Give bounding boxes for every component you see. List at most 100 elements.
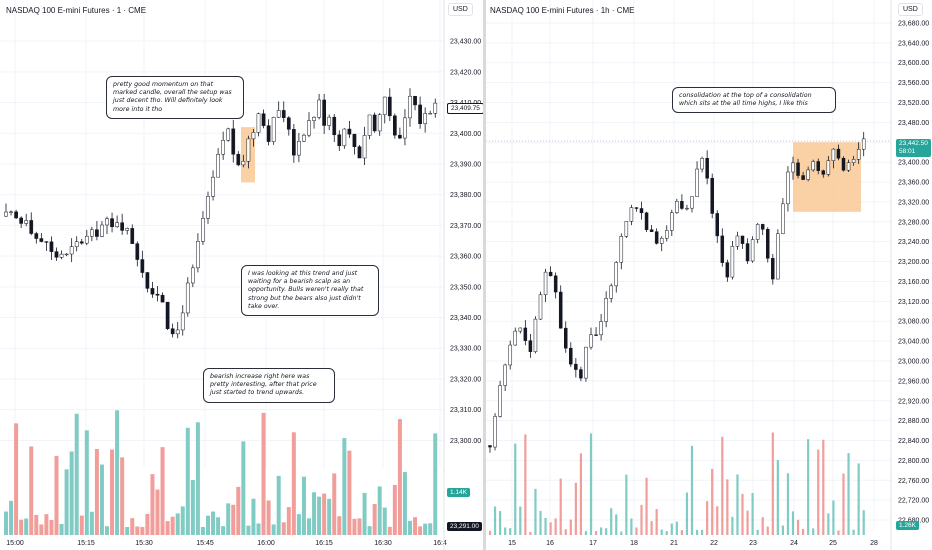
volume-bar [291, 432, 296, 535]
volume-bar [554, 518, 557, 535]
volume-bar [246, 525, 251, 535]
candle-up [403, 117, 407, 139]
candle-down [140, 259, 145, 273]
y-tick-label: 23,080.00 [898, 319, 929, 326]
volume-bar [120, 457, 125, 535]
candle-up [191, 267, 195, 284]
volume-bar [857, 463, 860, 535]
volume-bar [534, 488, 537, 535]
volume-bar [271, 524, 276, 535]
candle-down [281, 110, 286, 118]
volume-bar [640, 504, 643, 535]
volume-bar [231, 504, 236, 535]
candle-down [594, 334, 598, 336]
right-chart-pane[interactable]: 23,680.00 23,640.00 23,600.00 23,560.00 23,5… [486, 0, 932, 550]
candle-up [609, 285, 613, 299]
candle-down [286, 117, 291, 130]
right-chart-svg[interactable]: 23,680.00 23,640.00 23,600.00 23,560.00 23,5… [486, 0, 932, 550]
candle-down [79, 241, 84, 244]
x-tick-label: 16:00 [257, 540, 275, 547]
left-currency-button[interactable]: USD [448, 3, 473, 16]
candle-down [841, 157, 846, 171]
volume-bar [605, 528, 608, 535]
volume-bar [190, 480, 195, 535]
y-tick-label: 23,350.00 [450, 284, 481, 291]
right-note-consolidation[interactable]: consolidation at the top of a consolidat… [672, 87, 836, 114]
candle-up [629, 207, 634, 222]
pane-divider[interactable] [483, 0, 486, 550]
volume-bar [352, 518, 357, 535]
candle-up [216, 154, 220, 178]
volume-bar [64, 469, 69, 535]
candle-down [231, 128, 236, 155]
volume-bar [286, 507, 291, 535]
volume-bar [408, 520, 412, 535]
x-tick-label: 22 [710, 540, 718, 547]
volume-bar [402, 472, 407, 535]
candle-up [201, 218, 205, 242]
right-currency-button[interactable]: USD [898, 3, 923, 16]
volume-bar [236, 486, 241, 535]
candle-up [811, 161, 815, 171]
y-tick-label: 23,280.00 [898, 219, 929, 226]
candle-up [750, 239, 755, 262]
y-tick-label: 23,200.00 [898, 259, 929, 266]
candle-up [256, 113, 261, 133]
left-note-bearish[interactable]: bearish increase right here was pretty i… [203, 368, 335, 403]
candle-up [84, 235, 89, 244]
volume-bar [862, 510, 865, 535]
candle-up [367, 114, 372, 136]
volume-bar [746, 510, 749, 535]
volume-bar [670, 523, 673, 535]
left-chart-pane[interactable]: 23,430.0023,420.0023,410.0023,400.0023,3… [0, 0, 484, 550]
volume-bar [756, 529, 759, 535]
volume-bar [827, 513, 830, 535]
y-tick-label: 22,880.00 [898, 418, 929, 425]
left-note-trend[interactable]: I was looking at this trend and just wai… [241, 265, 379, 316]
volume-bar [615, 514, 618, 535]
volume-bar [509, 528, 512, 535]
volume-bar [195, 422, 200, 535]
volume-bar [332, 473, 337, 535]
volume-bar [499, 511, 502, 535]
volume-bar [89, 511, 94, 535]
right-countdown: 58:01 [899, 148, 916, 156]
volume-bar [504, 527, 507, 535]
volume-bar [155, 489, 160, 535]
volume-bar [569, 519, 572, 535]
candle-down [649, 229, 654, 232]
candle-up [362, 135, 367, 159]
candle-up [342, 128, 347, 147]
left-bottom-price-label: 23,291.00 [447, 522, 482, 531]
volume-bar [736, 474, 739, 535]
y-tick-label: 23,120.00 [898, 299, 929, 306]
volume-bar [519, 506, 522, 535]
volume-bar [837, 530, 840, 535]
candle-down [155, 293, 160, 296]
candle-up [428, 113, 433, 115]
volume-bar [79, 515, 84, 535]
y-tick-label: 23,040.00 [898, 339, 929, 346]
candle-down [720, 235, 725, 263]
candle-up [196, 241, 200, 269]
candle-down [413, 95, 417, 106]
volume-bar [655, 509, 658, 535]
y-tick-label: 22,960.00 [898, 378, 929, 385]
volume-bar [428, 523, 433, 535]
left-note-momentum[interactable]: pretty good momentum on that marked cand… [106, 76, 244, 119]
volume-bar [812, 528, 815, 535]
candle-up [64, 253, 69, 256]
y-tick-label: 22,720.00 [898, 498, 929, 505]
candle-down [372, 114, 377, 132]
right-chart-title: NASDAQ 100 E-mini Futures · 1h · CME [490, 6, 635, 15]
candle-up [206, 196, 210, 219]
candle-down [165, 301, 170, 329]
candle-up [105, 218, 109, 226]
candle-up [59, 253, 64, 258]
volume-bar [796, 519, 800, 535]
right-price-label: 23,442.50 58:01 [896, 139, 931, 158]
volume-bar [574, 482, 577, 535]
candle-up [619, 236, 624, 263]
candle-down [357, 146, 362, 159]
volume-bar [59, 524, 64, 535]
